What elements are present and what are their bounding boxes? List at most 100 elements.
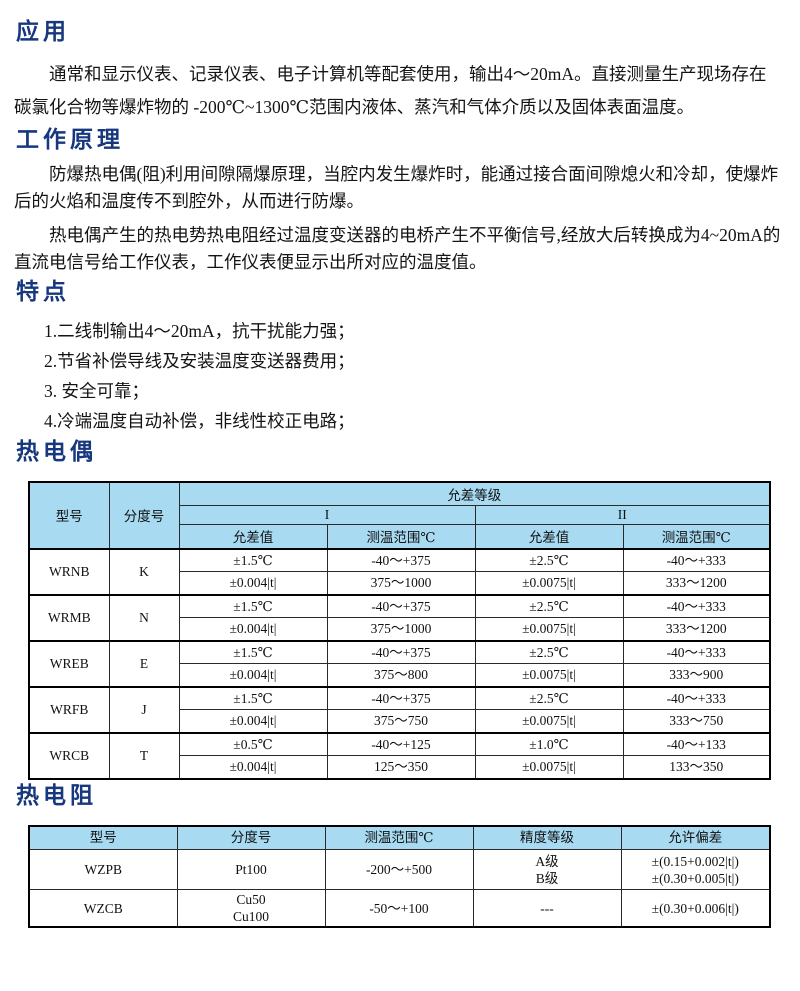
cell-text: 精度等级 [520, 830, 574, 846]
table-cell: 333～750 [622, 709, 771, 733]
application-paragraph: 通常和显示仪表、记录仪表、电子计算机等配套使用，输出4～20mA。直接测量生产现… [14, 64, 767, 117]
table-cell: 375～1000 [326, 617, 476, 641]
section-title-rtd: 热电阻 [16, 781, 97, 808]
section-title-principle: 工作原理 [16, 126, 124, 152]
cell-text: -40～+375 [371, 690, 431, 706]
cell-text: 375～1000 [370, 575, 432, 591]
table-cell: -40～+333 [622, 685, 771, 710]
column-header: 型号 [28, 825, 178, 850]
column-header: 测温范围℃ [324, 825, 474, 850]
cell-model: WRFB [28, 685, 110, 733]
cell-text: WREB [49, 656, 89, 671]
table-cell: ±1.5℃ [178, 639, 328, 664]
document-page: 应用 通常和显示仪表、记录仪表、电子计算机等配套使用，输出4～20mA。直接测量… [14, 18, 800, 928]
cell-text: ±1.5℃ [233, 552, 273, 568]
table-cell: -50～+100 [324, 889, 474, 928]
table-cell: ±0.004|t| [178, 755, 328, 779]
rtd-header-row: 型号 分度号 测温范围℃ 精度等级 允许偏差 [28, 825, 771, 850]
cell-text: ±0.0075|t| [522, 621, 576, 637]
column-header: 精度等级 [472, 825, 622, 850]
features-list: 1.二线制输出4～20mA，抗干扰能力强； 2.节省补偿导线及安装温度变送器费用；… [44, 316, 800, 436]
cell-text: ±0.004|t| [229, 759, 277, 775]
cell-text: E [139, 656, 149, 671]
cell-text: 375～750 [374, 713, 428, 729]
table-cell: Pt100 [176, 849, 326, 890]
cell-text: ±2.5℃ [529, 552, 569, 568]
column-header-class-2: II [474, 505, 771, 525]
cell-text: ±0.0075|t| [522, 713, 576, 729]
column-header: 分度号 [176, 825, 326, 850]
section-title-features: 特点 [16, 278, 70, 304]
table-cell: -40～+375 [326, 593, 476, 618]
cell-text: K [139, 564, 149, 579]
table-cell: ±0.0075|t| [474, 663, 624, 687]
cell-text: J [141, 702, 147, 717]
cell-text: 333～750 [669, 713, 724, 729]
column-header-model: 型号 [28, 481, 110, 549]
thermocouple-table: 型号 分度号 允差等级 I II 允差值 测温范围℃ 允差值 测温范围℃ WRN… [28, 481, 771, 780]
thermocouple-row: WRFB J ±1.5℃ -40～+375 ±2.5℃ -40～+333 [28, 685, 771, 733]
cell-text: ±0.004|t| [229, 621, 277, 637]
cell-text: --- [540, 900, 554, 916]
cell-text: Pt100 [235, 862, 267, 877]
cell-text: ±1.0℃ [529, 736, 569, 752]
column-header-tolerance-value-1: 允差值 [178, 524, 328, 549]
table-cell: ±0.0075|t| [474, 755, 624, 779]
thermocouple-subrow: ±0.004|t| 125～350 ±0.0075|t| 133～350 [29, 755, 771, 779]
cell-text: ±0.004|t| [229, 713, 277, 729]
table-cell: 133～350 [622, 755, 771, 779]
cell-text: WZPB [84, 862, 122, 877]
cell-text: B级 [535, 870, 559, 886]
cell-graduation: J [108, 685, 180, 733]
cell-text: 125～350 [374, 759, 428, 775]
column-header-temp-range-2: 测温范围℃ [622, 524, 771, 549]
cell-text: ±0.004|t| [229, 575, 277, 591]
table-cell: -40～+375 [326, 547, 476, 572]
cell-text: 133～350 [669, 759, 724, 775]
table-cell: ±1.0℃ [474, 731, 624, 756]
cell-graduation: T [108, 731, 180, 779]
cell-text: 测温范围℃ [364, 830, 434, 846]
cell-text: -40～+375 [371, 598, 431, 614]
table-cell: ±2.5℃ [474, 639, 624, 664]
table-cell: WZCB [28, 889, 178, 928]
column-header-class-1: I [178, 505, 476, 525]
table-cell: -40～+375 [326, 639, 476, 664]
cell-text: WRNB [49, 564, 90, 579]
cell-text: WRCB [49, 748, 90, 763]
table-cell: ±0.0075|t| [474, 709, 624, 733]
table-cell: -40～+375 [326, 685, 476, 710]
cell-graduation: E [108, 639, 180, 687]
thermocouple-row: WRCB T ±0.5℃ -40～+125 ±1.0℃ -40～+133 [28, 731, 771, 779]
cell-model: WRMB [28, 593, 110, 641]
section-title-thermocouple: 热电偶 [16, 438, 97, 464]
table-cell: 375～800 [326, 663, 476, 687]
thermocouple-row: WRMB N ±1.5℃ -40～+375 ±2.5℃ -40～+333 [28, 593, 771, 641]
table-cell: 125～350 [326, 755, 476, 779]
table-cell: ±0.004|t| [178, 663, 328, 687]
table-cell: ±0.004|t| [178, 571, 328, 595]
cell-text: -40～+333 [666, 644, 726, 660]
table-cell: ±2.5℃ [474, 685, 624, 710]
table-cell: 333～1200 [622, 571, 771, 595]
thermocouple-row: WRNB K ±1.5℃ -40～+375 ±2.5℃ -40～+333 [28, 547, 771, 595]
column-header-tolerance-value-2: 允差值 [474, 524, 624, 549]
cell-text: ±(0.30+0.005|t|) [651, 870, 739, 886]
cell-text: 型号 [89, 830, 117, 846]
cell-text: ±1.5℃ [233, 598, 273, 614]
cell-graduation: K [108, 547, 180, 595]
table-cell: 375～750 [326, 709, 476, 733]
cell-text: ±2.5℃ [529, 644, 569, 660]
table-cell: 333～1200 [622, 617, 771, 641]
cell-text: -40～+333 [666, 598, 726, 614]
cell-text: 分度号 [230, 830, 272, 846]
cell-text: -200～+500 [365, 862, 433, 877]
cell-text: -40～+375 [371, 552, 431, 568]
cell-model: WREB [28, 639, 110, 687]
cell-text: -40～+333 [666, 690, 726, 706]
cell-graduation: N [108, 593, 180, 641]
cell-text: ±2.5℃ [529, 598, 569, 614]
feature-item: 3. 安全可靠； [44, 381, 149, 401]
table-cell: ±2.5℃ [474, 593, 624, 618]
cell-text: ±2.5℃ [529, 690, 569, 706]
